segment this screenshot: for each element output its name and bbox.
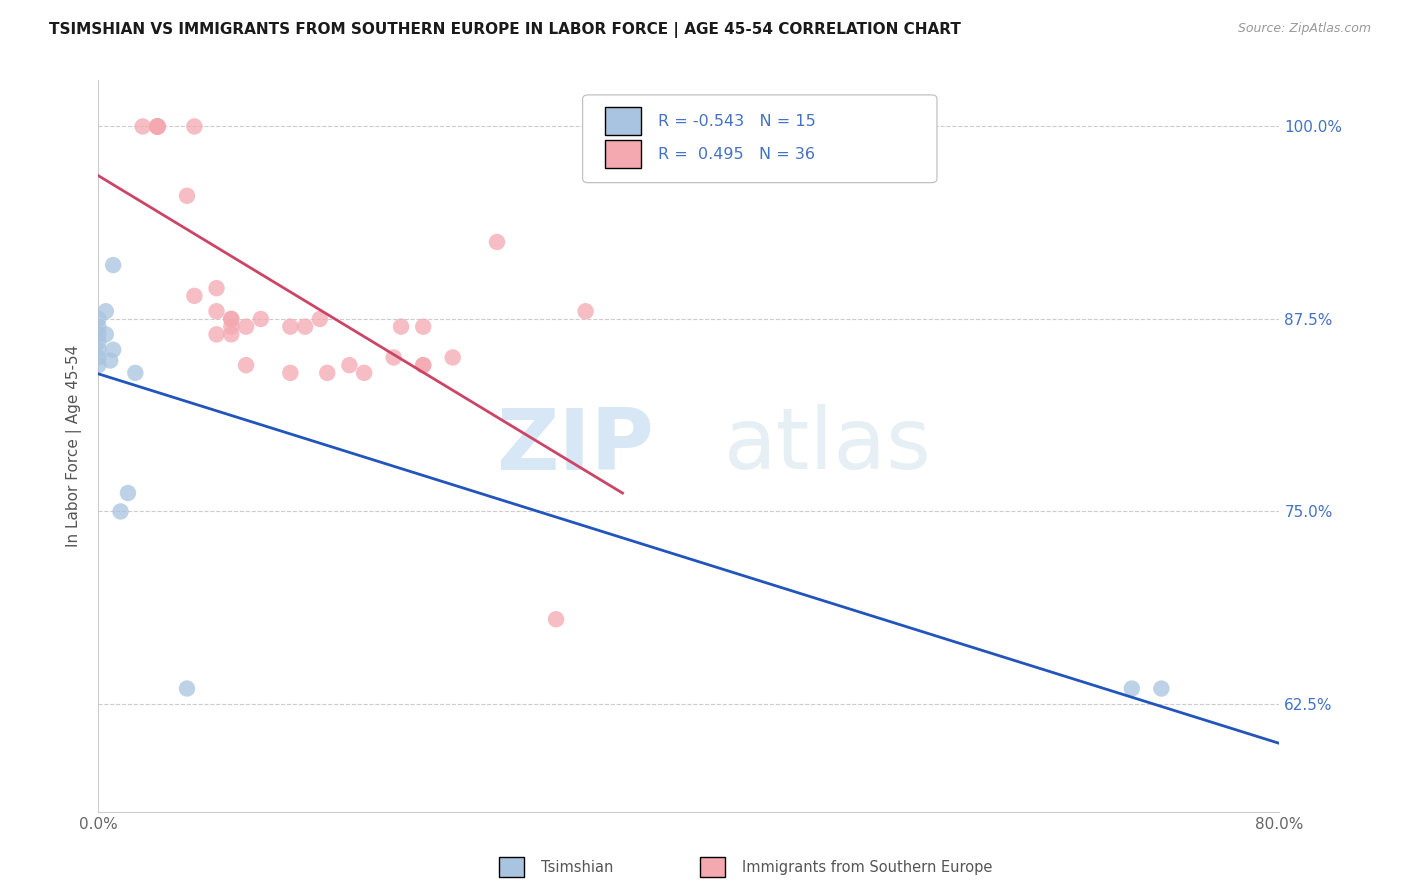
Point: [132, 120, 155, 134]
Text: R = -0.543   N = 15: R = -0.543 N = 15: [658, 114, 815, 128]
Point: [94, 304, 117, 318]
Point: [280, 319, 302, 334]
Y-axis label: In Labor Force | Age 45-54: In Labor Force | Age 45-54: [66, 345, 83, 547]
Point: [94, 327, 117, 342]
Point: [117, 486, 139, 500]
Text: R =  0.495   N = 36: R = 0.495 N = 36: [658, 146, 815, 161]
Point: [339, 358, 361, 372]
Point: [309, 312, 332, 326]
Point: [87, 351, 110, 365]
Point: [575, 304, 598, 318]
Point: [280, 366, 302, 380]
Point: [146, 120, 169, 134]
Point: [98, 353, 121, 368]
Text: atlas: atlas: [724, 404, 932, 488]
Point: [87, 312, 110, 326]
Point: [412, 358, 434, 372]
Point: [382, 351, 405, 365]
Point: [146, 120, 169, 134]
Point: [316, 366, 339, 380]
Point: [146, 120, 169, 134]
Point: [486, 235, 509, 249]
FancyBboxPatch shape: [499, 857, 524, 877]
Point: [176, 681, 198, 696]
Point: [103, 343, 125, 357]
Point: [221, 319, 243, 334]
Point: [146, 120, 169, 134]
Point: [1121, 681, 1143, 696]
Point: [353, 366, 375, 380]
Point: [221, 312, 243, 326]
Point: [412, 319, 434, 334]
Point: [183, 120, 205, 134]
Point: [124, 366, 146, 380]
Text: Source: ZipAtlas.com: Source: ZipAtlas.com: [1237, 22, 1371, 36]
Point: [87, 327, 110, 342]
FancyBboxPatch shape: [605, 140, 641, 168]
Point: [441, 351, 464, 365]
Text: ZIP: ZIP: [496, 404, 654, 488]
Point: [1150, 681, 1173, 696]
Point: [235, 319, 257, 334]
Point: [221, 327, 243, 342]
Text: Immigrants from Southern Europe: Immigrants from Southern Europe: [742, 860, 993, 874]
Point: [176, 188, 198, 202]
Point: [87, 343, 110, 357]
Point: [87, 319, 110, 334]
FancyBboxPatch shape: [700, 857, 725, 877]
Point: [235, 358, 257, 372]
Point: [110, 504, 132, 518]
FancyBboxPatch shape: [605, 107, 641, 135]
Point: [103, 258, 125, 272]
Point: [221, 312, 243, 326]
Point: [87, 334, 110, 349]
Point: [389, 319, 412, 334]
Point: [205, 281, 228, 295]
Text: Tsimshian: Tsimshian: [541, 860, 613, 874]
Point: [205, 327, 228, 342]
Text: TSIMSHIAN VS IMMIGRANTS FROM SOUTHERN EUROPE IN LABOR FORCE | AGE 45-54 CORRELAT: TSIMSHIAN VS IMMIGRANTS FROM SOUTHERN EU…: [49, 22, 962, 38]
Point: [546, 612, 568, 626]
Point: [87, 358, 110, 372]
Point: [294, 319, 316, 334]
Point: [146, 120, 169, 134]
Point: [183, 289, 205, 303]
FancyBboxPatch shape: [582, 95, 936, 183]
Point: [146, 120, 169, 134]
Point: [205, 304, 228, 318]
Point: [412, 358, 434, 372]
Point: [250, 312, 273, 326]
